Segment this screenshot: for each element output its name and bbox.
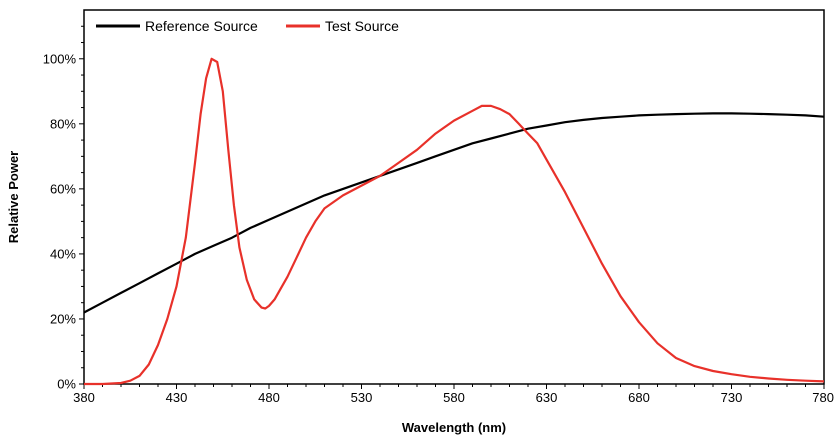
x-tick-label: 730 xyxy=(721,390,743,405)
axes: 380 430 480 530 580 630 680 730 780 0% 20% 40% 60% 80… xyxy=(43,25,834,405)
x-tick-label: 380 xyxy=(73,390,95,405)
y-tick-label: 20% xyxy=(50,311,76,326)
y-tick-label: 40% xyxy=(50,246,76,261)
series-line-test-source xyxy=(84,57,825,386)
plot-frame xyxy=(83,9,825,385)
x-tick-label: 780 xyxy=(812,390,834,405)
legend-label: Test Source xyxy=(325,18,399,34)
y-tick-label: 100% xyxy=(43,51,77,66)
x-tick-label: 430 xyxy=(166,390,188,405)
y-tick-label: 60% xyxy=(50,181,76,196)
y-tick-label: 80% xyxy=(50,116,76,131)
y-axis-title: Relative Power xyxy=(6,151,21,244)
legend: Reference Source Test Source xyxy=(96,18,399,34)
plot-area xyxy=(83,9,825,385)
x-axis-title: Wavelength (nm) xyxy=(402,420,506,435)
series-line-reference-source xyxy=(83,112,825,314)
x-tick-label: 580 xyxy=(443,390,465,405)
x-tick-label: 480 xyxy=(258,390,280,405)
y-tick-label: 0% xyxy=(57,377,76,392)
legend-label: Reference Source xyxy=(145,18,258,34)
x-tick-label: 630 xyxy=(536,390,558,405)
x-tick-label: 680 xyxy=(628,390,650,405)
x-tick-label: 530 xyxy=(351,390,373,405)
series-layer xyxy=(83,57,825,386)
